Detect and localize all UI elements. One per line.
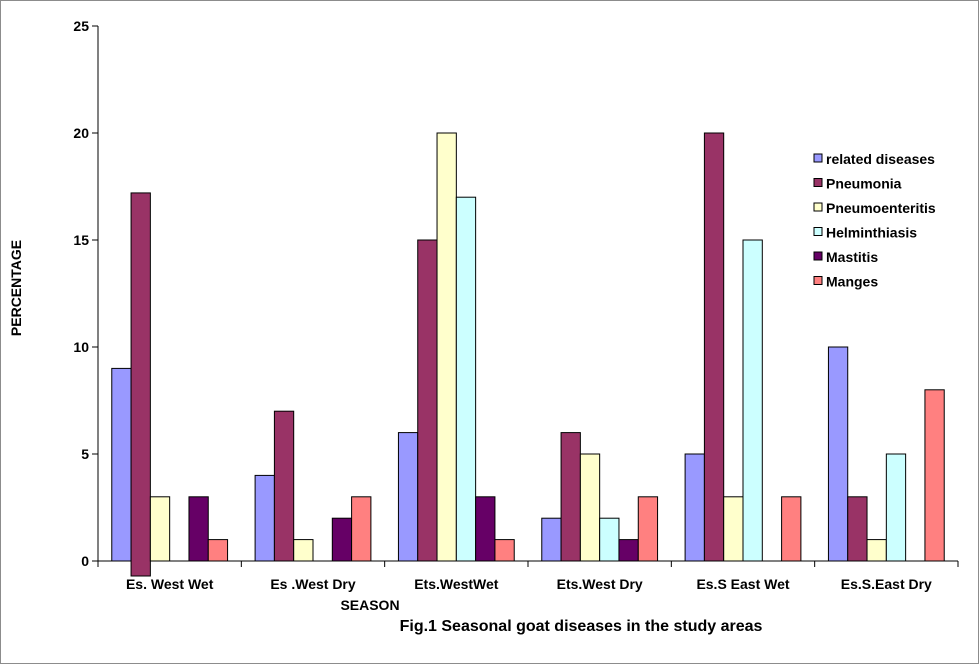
legend: related diseases Pneumonia Pneumoenteritis… xyxy=(813,151,936,290)
bar xyxy=(618,539,639,562)
bar xyxy=(130,192,151,577)
legend-label: Pneumoenteritis xyxy=(826,200,936,216)
x-category-label: Es .West Dry xyxy=(270,576,356,592)
figure-caption: Fig.1 Seasonal goat diseases in the stud… xyxy=(400,618,763,635)
bar xyxy=(723,496,744,562)
x-category-labels: Es. West Wet Es .West Dry Ets.WestWet Ets.W… xyxy=(126,576,932,592)
bar xyxy=(703,132,725,562)
bar xyxy=(331,517,353,562)
bar xyxy=(111,367,132,562)
x-category-label: Es.S East Wet xyxy=(696,576,789,592)
bar xyxy=(207,539,229,562)
bar xyxy=(541,517,562,562)
bar xyxy=(254,474,275,562)
bar xyxy=(637,496,659,562)
bar xyxy=(351,496,372,562)
y-tick-label: 20 xyxy=(73,125,89,141)
bar xyxy=(599,517,620,562)
legend-swatch xyxy=(813,251,823,261)
bar xyxy=(417,239,438,562)
x-category-label: Es.S.East Dry xyxy=(841,576,932,592)
legend-label: Helminthiasis xyxy=(826,225,917,241)
y-tick-label: 5 xyxy=(81,446,89,462)
bar xyxy=(188,496,209,562)
bar xyxy=(149,496,171,562)
bar xyxy=(847,496,868,562)
bar xyxy=(273,410,295,562)
x-category-label: Ets.West Dry xyxy=(557,576,643,592)
legend-swatch xyxy=(813,276,823,285)
legend-swatch xyxy=(813,202,823,212)
bar xyxy=(293,539,314,562)
x-category-label: Es. West Wet xyxy=(126,576,214,592)
y-tick-labels: 0 5 10 15 20 25 xyxy=(73,18,98,569)
y-tick-label: 10 xyxy=(73,339,89,355)
bar xyxy=(866,539,887,562)
legend-swatch xyxy=(813,153,823,163)
bar xyxy=(436,132,457,562)
y-tick-label: 0 xyxy=(81,553,89,569)
bar xyxy=(475,496,496,562)
legend-label: Mastitis xyxy=(826,249,878,265)
bar xyxy=(455,196,477,562)
y-tick-label: 25 xyxy=(73,18,89,34)
x-category-label: Ets.WestWet xyxy=(414,576,499,592)
bar xyxy=(397,432,419,562)
y-tick-label: 15 xyxy=(73,232,89,248)
bar xyxy=(579,453,601,562)
bar xyxy=(560,432,581,562)
legend-swatch xyxy=(813,227,823,236)
bar xyxy=(684,453,705,562)
legend-label: Pneumonia xyxy=(826,176,902,192)
bar xyxy=(924,389,945,562)
bar xyxy=(494,539,515,562)
bar xyxy=(742,239,763,562)
bar xyxy=(781,496,802,562)
bars xyxy=(97,132,959,577)
bar xyxy=(885,453,907,562)
legend-swatch xyxy=(813,178,823,187)
y-axis-title: PERCENTAGE xyxy=(8,240,24,336)
legend-label: related diseases xyxy=(826,151,935,167)
legend-label: Manges xyxy=(826,274,878,290)
x-axis-title: SEASON xyxy=(340,597,399,613)
bar xyxy=(827,346,849,562)
